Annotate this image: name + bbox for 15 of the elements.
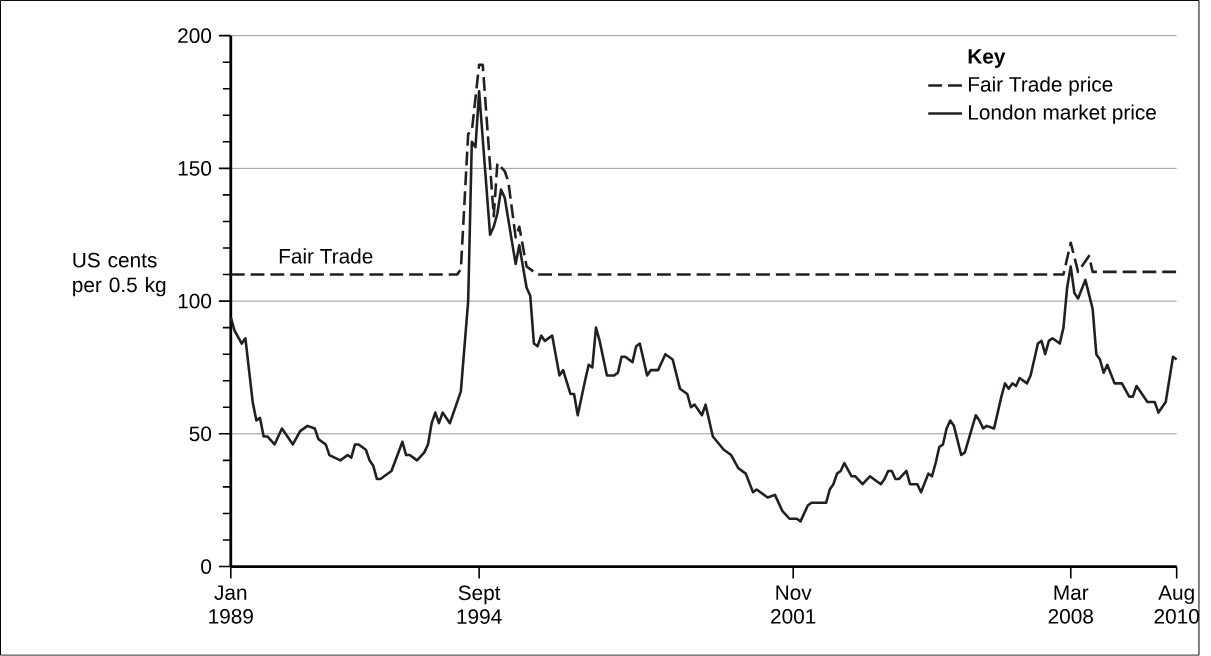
y-tick-label: 0	[201, 559, 212, 575]
legend-title: Key	[968, 49, 1006, 69]
y-tick-label: 50	[189, 426, 212, 442]
y-tick-label: 100	[178, 293, 212, 309]
x-tick-label: Sept 1994	[457, 585, 502, 625]
x-tick-label: Nov 2001	[771, 585, 816, 624]
legend-label: Fair Trade price	[969, 76, 1113, 96]
y-tick-label: 200	[178, 28, 212, 44]
x-tick-label: Aug 2010	[1154, 585, 1199, 624]
y-axis-title: US cents per 0.5 kg	[73, 252, 166, 297]
y-tick-label: 150	[178, 161, 212, 176]
x-tick-label: Mar 2008	[1048, 585, 1093, 624]
x-tick-label: Jan 1989	[209, 585, 253, 624]
legend-label: London market price	[969, 104, 1156, 124]
annotation: Fair Trade	[279, 248, 373, 264]
